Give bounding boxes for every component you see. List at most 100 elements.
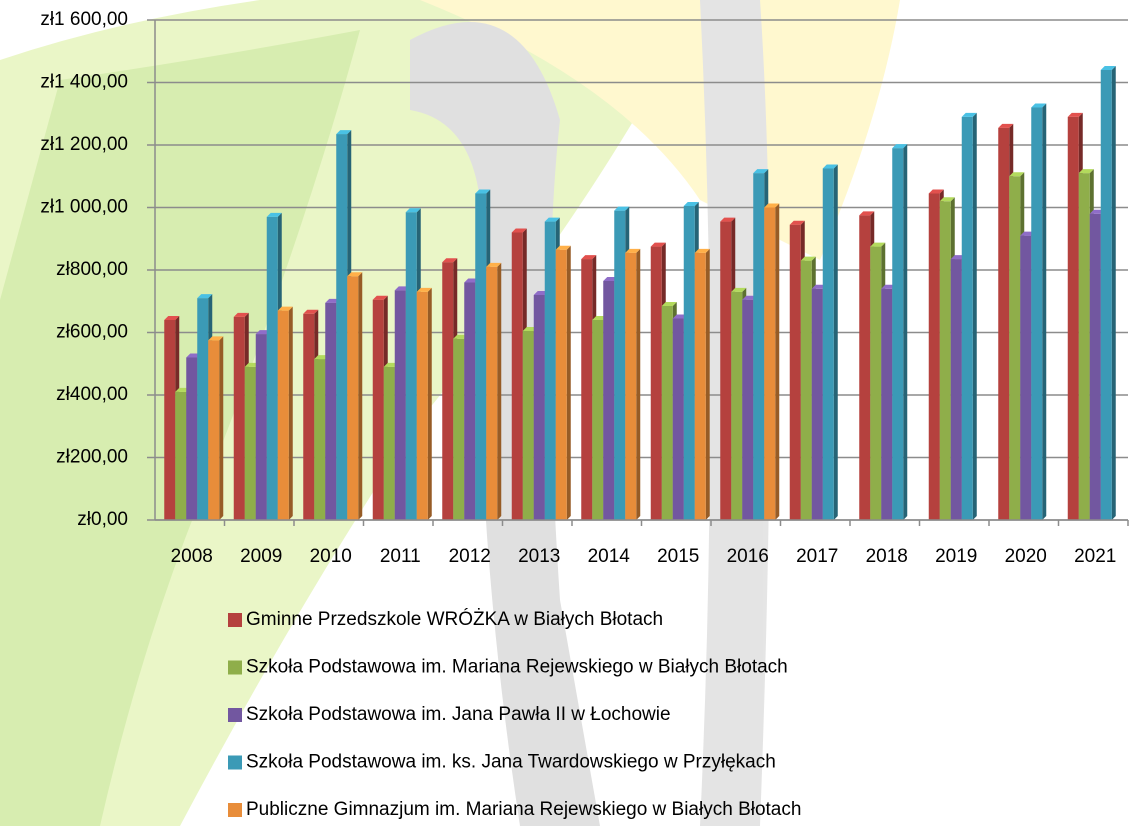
- bar: [1031, 107, 1043, 520]
- x-tick-label: 2010: [310, 546, 352, 567]
- bar: [325, 302, 337, 520]
- bar: [277, 310, 289, 520]
- bar: [939, 201, 951, 520]
- bar-top: [683, 201, 699, 206]
- bar: [208, 340, 220, 520]
- bar: [731, 291, 743, 520]
- bar-top: [753, 169, 769, 174]
- bar: [581, 259, 593, 520]
- y-tick-label: zł1 200,00: [40, 134, 128, 155]
- legend-swatch: [228, 660, 242, 675]
- bar-top: [555, 245, 571, 250]
- bar: [486, 266, 498, 520]
- bar: [255, 334, 267, 520]
- bar-top: [764, 203, 780, 208]
- bar: [592, 320, 604, 520]
- bar: [1067, 116, 1079, 520]
- bar: [870, 246, 882, 520]
- y-tick-label: zł1 400,00: [40, 72, 128, 93]
- legend-swatch: [228, 803, 242, 817]
- bar: [1009, 176, 1021, 520]
- bar-side: [775, 203, 780, 520]
- legend-swatch: [228, 613, 242, 627]
- bar-top: [475, 189, 491, 194]
- y-tick-label: zł1 600,00: [40, 9, 128, 30]
- bar: [950, 259, 962, 520]
- bar-top: [650, 242, 666, 247]
- x-tick-label: 2018: [866, 546, 908, 567]
- x-tick-label: 2011: [380, 546, 421, 567]
- bar-top: [822, 164, 838, 169]
- bar: [303, 313, 315, 520]
- bar: [197, 298, 209, 520]
- bar-side: [358, 272, 363, 520]
- bar-top: [511, 228, 527, 233]
- bar: [1089, 213, 1101, 520]
- bar: [1100, 70, 1112, 520]
- bar-side: [566, 245, 571, 520]
- bar: [186, 357, 198, 520]
- bar: [928, 193, 940, 520]
- bar: [1078, 173, 1090, 520]
- bar-top: [544, 217, 560, 222]
- bar-top: [405, 208, 421, 213]
- bar-side: [833, 164, 838, 520]
- y-tick-label: zł1 000,00: [40, 197, 128, 218]
- bar-top: [694, 248, 710, 253]
- bar-side: [1042, 103, 1047, 520]
- bar: [233, 316, 245, 520]
- bar: [475, 193, 487, 520]
- x-tick-label: 2012: [449, 546, 491, 567]
- bar: [522, 330, 534, 520]
- bar-top: [266, 212, 282, 217]
- y-tick-label: zł200,00: [56, 447, 128, 468]
- x-tick-label: 2009: [240, 546, 282, 567]
- bar: [998, 127, 1010, 520]
- y-tick-label: zł0,00: [77, 509, 128, 530]
- bar: [416, 291, 428, 520]
- bar: [336, 134, 348, 520]
- bar-top: [197, 294, 213, 299]
- bar: [442, 262, 454, 520]
- bar-top: [347, 272, 363, 277]
- legend-label: Szkoła Podstawowa im. Mariana Rejewskieg…: [246, 657, 788, 678]
- bar: [822, 168, 834, 520]
- bar: [244, 366, 256, 520]
- bar: [811, 288, 823, 520]
- bar-top: [581, 255, 597, 260]
- bar: [555, 249, 567, 520]
- legend-swatch: [228, 708, 242, 722]
- bar: [314, 359, 326, 520]
- x-tick-label: 2016: [727, 546, 769, 567]
- bar: [464, 282, 476, 520]
- bar-top: [939, 197, 955, 202]
- bar: [405, 212, 417, 520]
- bar: [266, 216, 278, 520]
- bar: [672, 318, 684, 520]
- bar: [683, 205, 695, 520]
- bar: [533, 295, 545, 520]
- x-tick-label: 2013: [518, 546, 560, 567]
- bar: [175, 391, 187, 520]
- bar-side: [636, 248, 641, 520]
- bar: [603, 280, 615, 520]
- bar-top: [336, 130, 352, 135]
- bar: [164, 320, 176, 520]
- bar: [789, 224, 801, 520]
- bar-top: [1009, 172, 1025, 177]
- bar: [383, 366, 395, 520]
- bar: [347, 276, 359, 520]
- bar: [650, 246, 662, 520]
- x-tick-label: 2015: [657, 546, 699, 567]
- bar-top: [892, 144, 908, 149]
- bar-top: [372, 295, 388, 300]
- bar-top: [1078, 169, 1094, 174]
- bar: [372, 299, 384, 520]
- bar: [892, 148, 904, 520]
- bar: [694, 252, 706, 520]
- y-tick-label: zł800,00: [56, 259, 128, 280]
- bar: [961, 116, 973, 520]
- bar-top: [614, 206, 630, 211]
- x-tick-label: 2017: [796, 546, 838, 567]
- bar-top: [486, 262, 502, 267]
